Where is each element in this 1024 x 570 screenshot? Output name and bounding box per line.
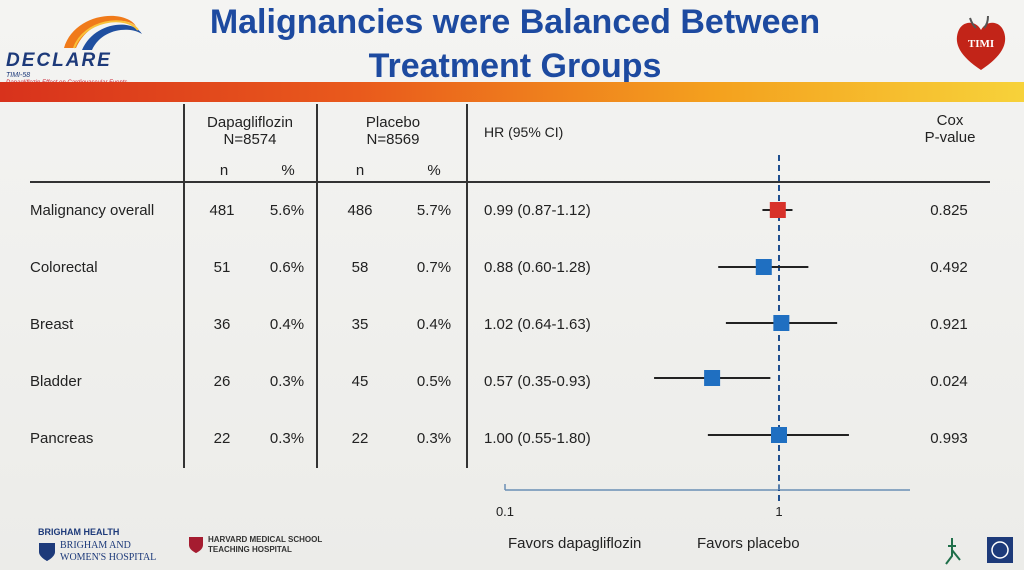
row-dapa-n: 22 [213,430,231,447]
hr-marker [704,370,721,386]
hr-marker [755,259,772,275]
row-dapa-pct: 0.3% [269,430,305,447]
hms-line-1: HARVARD MEDICAL SCHOOL [208,535,323,544]
row-hr-text: 1.02 (0.64-1.63) [484,316,591,333]
row-placebo-n: 45 [351,373,369,390]
row-label: Colorectal [30,259,98,276]
hr-marker [773,315,790,331]
declare-trial: TIMI-58 [6,72,31,79]
dapa-pct-header: % [281,162,295,179]
row-dapa-n: 36 [213,316,231,333]
col-divider-3 [466,104,468,468]
dapa-header: Dapagliflozin N=8574 [186,114,314,148]
col-divider-2 [316,104,318,468]
brigham-line-3: WOMEN'S HOSPITAL [60,552,157,563]
row-hr-text: 0.88 (0.60-1.28) [484,259,591,276]
declare-word: DECLARE [6,50,112,71]
placebo-pct-header: % [427,162,441,179]
placebo-name: Placebo [365,114,421,131]
timi-heart-icon [956,15,1006,70]
row-label: Malignancy overall [30,202,155,219]
page-title: Malignancies were Balanced Between Treat… [150,0,880,88]
hr-marker [769,202,786,218]
hr-header: HR (95% CI) [484,124,564,140]
col-divider-1 [183,104,185,468]
brigham-shield-icon [39,543,55,561]
title-line-1: Malignancies were Balanced Between [209,3,821,41]
row-dapa-n: 26 [213,373,231,390]
cox-line-2: P-value [924,129,976,146]
hms-line-2: TEACHING HOSPITAL [208,545,292,554]
row-placebo-pct: 0.5% [416,373,452,390]
row-placebo-pct: 0.3% [416,430,452,447]
row-label: Bladder [30,373,82,390]
figure-logo-icon [945,538,961,565]
x-tick-label: 1 [775,504,782,519]
row-p-value: 0.993 [930,430,968,447]
row-p-value: 0.825 [930,202,968,219]
hr-marker [771,427,787,443]
placebo-n-total: N=8569 [366,131,420,148]
dapa-n-header: n [219,162,229,179]
row-placebo-n: 58 [351,259,369,276]
x-tick-label: 0.1 [496,504,514,519]
header-band [0,82,1024,102]
hms-logo: HARVARD MEDICAL SCHOOL TEACHING HOSPITAL [188,535,322,555]
row-dapa-pct: 5.6% [269,202,305,219]
timi-text: TIMI [967,38,995,50]
row-dapa-n: 481 [209,202,235,219]
row-placebo-n: 22 [351,430,369,447]
brigham-logo: BRIGHAM HEALTH BRIGHAM AND WOMEN'S HOSPI… [38,526,156,564]
university-seal-icon [987,537,1013,563]
row-dapa-pct: 0.6% [269,259,305,276]
row-dapa-pct: 0.4% [269,316,305,333]
title-line-2: Treatment Groups [368,47,662,85]
dapa-name: Dapagliflozin [207,114,293,131]
cox-header: Cox P-value [910,112,990,146]
row-dapa-pct: 0.3% [269,373,305,390]
row-label: Breast [30,316,74,333]
timi-logo: TIMI [952,14,1010,72]
row-p-value: 0.921 [930,316,968,333]
brigham-line-2: BRIGHAM AND [60,540,131,551]
row-hr-text: 0.99 (0.87-1.12) [484,202,591,219]
harvard-shield-icon [189,537,203,553]
favors-left-label: Favors dapagliflozin [508,535,642,552]
row-label: Pancreas [30,430,94,447]
placebo-n-header: n [355,162,365,179]
favors-right-label: Favors placebo [697,535,800,552]
row-p-value: 0.492 [930,259,968,276]
row-placebo-pct: 0.7% [416,259,452,276]
row-placebo-pct: 0.4% [416,316,452,333]
row-hr-text: 1.00 (0.55-1.80) [484,430,591,447]
dapa-n-total: N=8574 [223,131,277,148]
header-divider [30,181,990,183]
brigham-health: BRIGHAM HEALTH [38,527,120,537]
declare-swoosh-icon [64,15,142,50]
row-placebo-pct: 5.7% [416,202,452,219]
row-placebo-n: 486 [347,202,373,219]
cox-line-1: Cox [936,112,964,129]
placebo-header: Placebo N=8569 [320,114,466,148]
row-p-value: 0.024 [930,373,968,390]
row-hr-text: 0.57 (0.35-0.93) [484,373,591,390]
row-placebo-n: 35 [351,316,369,333]
row-dapa-n: 51 [213,259,231,276]
